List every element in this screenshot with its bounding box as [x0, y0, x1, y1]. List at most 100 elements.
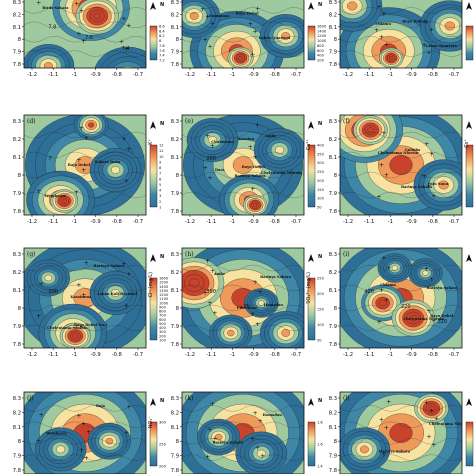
place-label: Bayo Dohol [242, 165, 266, 169]
contour-value-label: 7 [48, 156, 51, 162]
place-label: Piko Kone [237, 306, 258, 310]
colorbar [307, 277, 316, 341]
x-tick-label: -1.1 [48, 219, 58, 225]
sample-point-marker: + [434, 416, 439, 423]
place-label: Chelentama Nforsin [47, 326, 88, 330]
y-tick-label: 7.8 [13, 468, 21, 474]
contour-line [182, 7, 304, 14]
colorbar-tick-label: 10 [159, 155, 164, 159]
y-tick-label: 8 [18, 173, 21, 179]
contour-line [182, 171, 304, 179]
sample-point-marker: + [36, 313, 41, 320]
sample-point-marker: + [208, 175, 213, 182]
sample-point-marker: + [429, 151, 434, 158]
north-arrow-icon: N [466, 254, 472, 262]
x-tick-label: -0.7 [449, 72, 459, 78]
x-tick-label: -1.2 [343, 352, 353, 358]
colorbar-tick-label: 1400 [317, 29, 327, 33]
sample-point-marker: + [208, 300, 213, 307]
y-tick-label: 8 [176, 37, 179, 43]
sample-point-marker: + [386, 265, 391, 272]
contour-line [24, 21, 146, 28]
sample-point-marker: + [384, 425, 389, 432]
y-tick-label: 8.3 [13, 252, 21, 258]
sample-point-marker: + [255, 5, 260, 12]
contour-value-label: 7.6 [85, 35, 93, 41]
sample-point-marker: + [36, 0, 41, 7]
colorbar-tick-label: 500 [159, 322, 167, 326]
contour-line [340, 421, 462, 428]
contour-ring [389, 155, 413, 175]
place-label: Eramunna [209, 14, 231, 18]
y-tick-label: 7.9 [13, 454, 21, 460]
panel-frame [339, 0, 463, 69]
y-tick-label: 8 [334, 37, 337, 43]
sample-point-marker: + [212, 435, 217, 442]
x-tick-label: -1.2 [27, 352, 37, 358]
contour-ring [208, 136, 217, 144]
colorbar-tick-label: 250 [317, 170, 325, 174]
sample-point-marker: + [39, 412, 44, 419]
sample-point-marker: + [124, 430, 129, 437]
y-tick-label: 8 [18, 37, 21, 43]
panel-frame [23, 247, 147, 349]
place-label: Barinya Sahara [94, 264, 126, 268]
place-label: Kassinu [238, 137, 254, 141]
sample-point-marker: + [210, 401, 215, 408]
colorbar-tick-label: 800 [159, 310, 167, 314]
sample-point-marker: + [76, 157, 81, 164]
contour-line [182, 421, 304, 428]
colorbar-tick-label: 900 [159, 305, 167, 309]
sample-point-marker: + [422, 42, 427, 49]
variable-label: Cs⁺ [464, 139, 470, 148]
contour-ring [238, 55, 243, 61]
contour-ring [252, 203, 258, 207]
sample-point-marker: + [248, 21, 253, 28]
panel-frame [339, 391, 463, 474]
colorbar-tick-label: 1200 [159, 293, 169, 297]
sample-point-marker: + [258, 289, 263, 296]
sample-point-marker: + [203, 36, 208, 43]
variable-label: Cl⁻ (mg/L) [148, 272, 154, 298]
contour-ring [232, 156, 254, 174]
x-tick-label: -1 [72, 72, 77, 78]
contour-value-label: 200 [48, 289, 58, 295]
sample-point-marker: + [429, 276, 434, 283]
sample-point-marker: + [205, 453, 210, 460]
colorbar-tick-label: 200 [159, 334, 167, 338]
variable-label: K⁺ [148, 139, 154, 145]
y-tick-label: 7.9 [171, 454, 179, 460]
x-tick-label: -0.8 [112, 352, 122, 358]
sample-point-marker: + [431, 318, 436, 325]
x-tick-label: -0.9 [407, 72, 417, 78]
contour-ring [444, 21, 456, 31]
sample-point-marker: + [205, 13, 210, 20]
sample-point-marker: + [384, 41, 389, 48]
sample-point-marker: + [74, 0, 79, 7]
sample-point-marker: + [81, 292, 86, 299]
sample-point-marker: + [381, 451, 386, 458]
panel-letter: (k) [185, 395, 193, 402]
contour-line [340, 304, 462, 312]
contour-line [182, 454, 304, 461]
contour-line [24, 324, 146, 332]
colorbar-tick-label: 1000 [317, 39, 327, 43]
contour-ring [227, 329, 235, 337]
colorbar-tick-label: 200 [159, 465, 167, 469]
contour-line [340, 264, 462, 272]
contour-line [24, 7, 146, 14]
y-tick-label: 8.2 [329, 12, 337, 18]
x-tick-label: -0.8 [270, 72, 280, 78]
colorbar-tick-label: 7.2 [159, 59, 165, 63]
sample-point-marker: + [258, 164, 263, 171]
sample-point-marker: + [81, 38, 86, 45]
contour-line [24, 264, 146, 272]
sample-point-marker: + [253, 279, 258, 286]
sample-point-marker: + [379, 162, 384, 169]
sample-point-marker: + [250, 51, 255, 58]
